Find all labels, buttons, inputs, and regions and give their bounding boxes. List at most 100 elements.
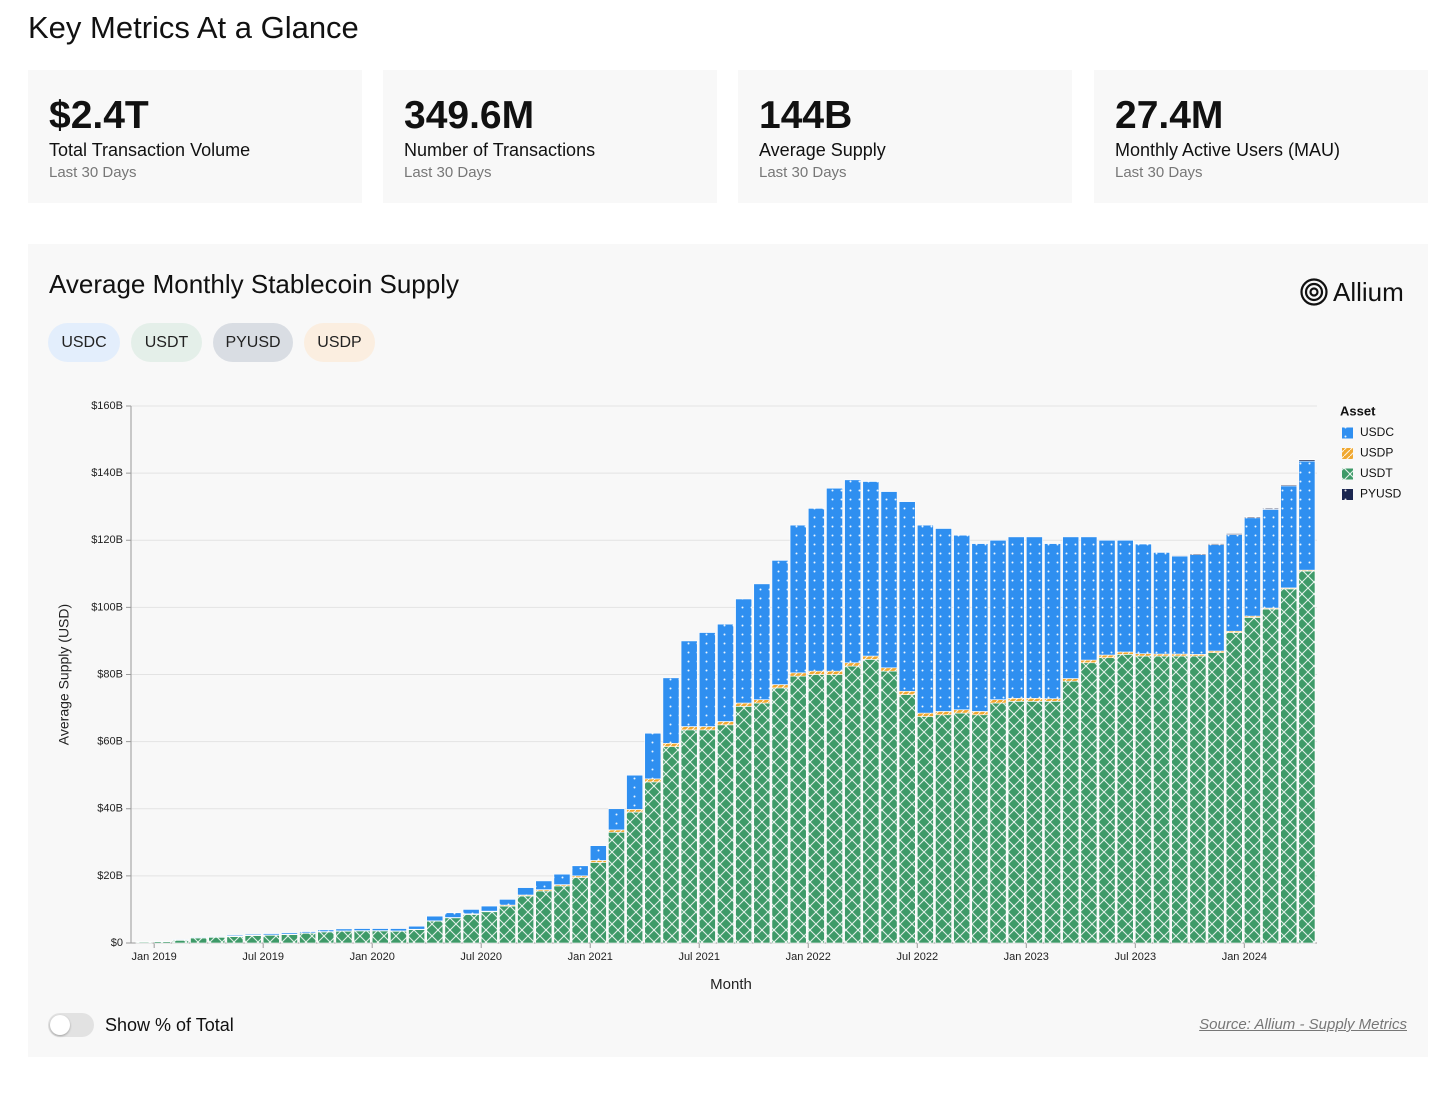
bar-segment (1280, 484, 1298, 487)
bar-segment (953, 709, 971, 714)
bar-segment (1062, 678, 1080, 682)
bar-segment (371, 930, 389, 944)
bar-segment (735, 598, 753, 704)
bar-segment (1171, 653, 1189, 657)
bar-segment (1025, 698, 1043, 702)
bar-segment (589, 845, 607, 861)
bar-segment (190, 936, 207, 938)
bar-segment (807, 674, 825, 944)
bar-segment (916, 716, 934, 944)
bar-segment (1080, 659, 1098, 664)
bar-segment (335, 930, 353, 944)
x-tick-label: Jul 2022 (896, 951, 938, 963)
filter-chip[interactable]: PYUSD (213, 323, 293, 362)
bar-segment (571, 865, 589, 877)
bar-segment (353, 928, 371, 931)
bar-segment (1135, 655, 1152, 944)
bar-segment (1098, 539, 1116, 656)
metric-card: 144B Average Supply Last 30 Days (738, 70, 1072, 203)
bar-segment (789, 675, 807, 944)
bar-segment (480, 911, 498, 944)
bar-segment (953, 712, 971, 944)
bar-segment (1062, 536, 1080, 679)
y-tick-label: $20B (97, 870, 123, 882)
filter-chip[interactable]: USDT (131, 323, 202, 362)
bar-segment (172, 939, 189, 941)
bar-segment (735, 702, 753, 707)
bar-segment (208, 936, 226, 944)
bar-segment (1098, 654, 1116, 659)
bar-segment (390, 928, 407, 932)
x-tick-label: Jan 2022 (786, 951, 831, 963)
bar-segment (880, 670, 898, 944)
bar-segment (208, 935, 226, 938)
bar-segment (244, 933, 262, 936)
metric-card: 349.6M Number of Transactions Last 30 Da… (383, 70, 717, 203)
bar-segment (1044, 698, 1061, 702)
bar-segment (262, 933, 280, 936)
bar-segment (1116, 651, 1134, 655)
legend-swatch (1342, 489, 1353, 500)
bar-segment (862, 481, 880, 657)
bar-segment (717, 623, 734, 722)
bar-segment (626, 809, 644, 813)
bar-segment (1080, 536, 1098, 661)
bar-segment (1153, 653, 1170, 657)
filter-chip[interactable]: USDC (48, 323, 120, 362)
bar-segment (1044, 543, 1061, 699)
y-tick-label: $80B (97, 668, 123, 680)
bar-segment (1262, 608, 1279, 944)
bar-segment (589, 860, 607, 863)
metric-value: 144B (759, 94, 853, 137)
bar-segment (1244, 516, 1261, 519)
bar-segment (916, 712, 934, 717)
bar-segment (499, 899, 516, 906)
bar-segment (971, 543, 989, 712)
bar-segment (1189, 553, 1207, 555)
x-tick-label: Jul 2021 (678, 951, 720, 963)
metric-period: Last 30 Days (1115, 164, 1203, 181)
bar-segment (1244, 617, 1261, 944)
metric-label: Number of Transactions (404, 140, 596, 160)
bar-segment (535, 890, 553, 944)
bar-segment (862, 655, 880, 660)
toggle-label: Show % of Total (105, 1015, 234, 1035)
bar-segment (844, 479, 862, 664)
bar-segment (1298, 570, 1316, 944)
bar-segment (517, 895, 535, 944)
bar-segment (299, 932, 316, 944)
bar-segment (608, 831, 625, 944)
y-axis-title: Average Supply (USD) (56, 604, 72, 745)
metric-period: Last 30 Days (404, 164, 492, 181)
bar-segment (571, 877, 589, 944)
bar-segment (1207, 544, 1225, 652)
bar-segment (1135, 653, 1152, 657)
bar-segment (281, 932, 298, 935)
bar-segment (626, 774, 644, 810)
bar-segment (717, 724, 734, 944)
bar-segment (644, 732, 662, 780)
bar-segment (698, 729, 716, 944)
bar-segment (517, 887, 535, 896)
bar-segment (190, 937, 207, 944)
bar-segment (1280, 485, 1298, 589)
bar-segment (608, 808, 625, 831)
bar-segment (1225, 534, 1243, 632)
legend-label: USDT (1360, 466, 1393, 480)
bar-segment (1062, 680, 1080, 944)
bar-segment (626, 811, 644, 944)
brand-name: Allium (1333, 277, 1404, 307)
bar-segment (553, 873, 571, 885)
bar-segment (408, 925, 426, 930)
bar-segment (1098, 657, 1116, 944)
source-link[interactable]: Source: Allium - Supply Metrics (1199, 1016, 1407, 1033)
filter-chip[interactable]: USDP (304, 323, 375, 362)
bar-segment (244, 935, 262, 944)
bar-segment (462, 909, 480, 915)
bar-segment (935, 528, 952, 712)
bar-segment (698, 726, 716, 731)
bar-segment (662, 743, 680, 747)
x-tick-label: Jan 2020 (350, 951, 395, 963)
percent-toggle[interactable] (48, 1013, 94, 1037)
